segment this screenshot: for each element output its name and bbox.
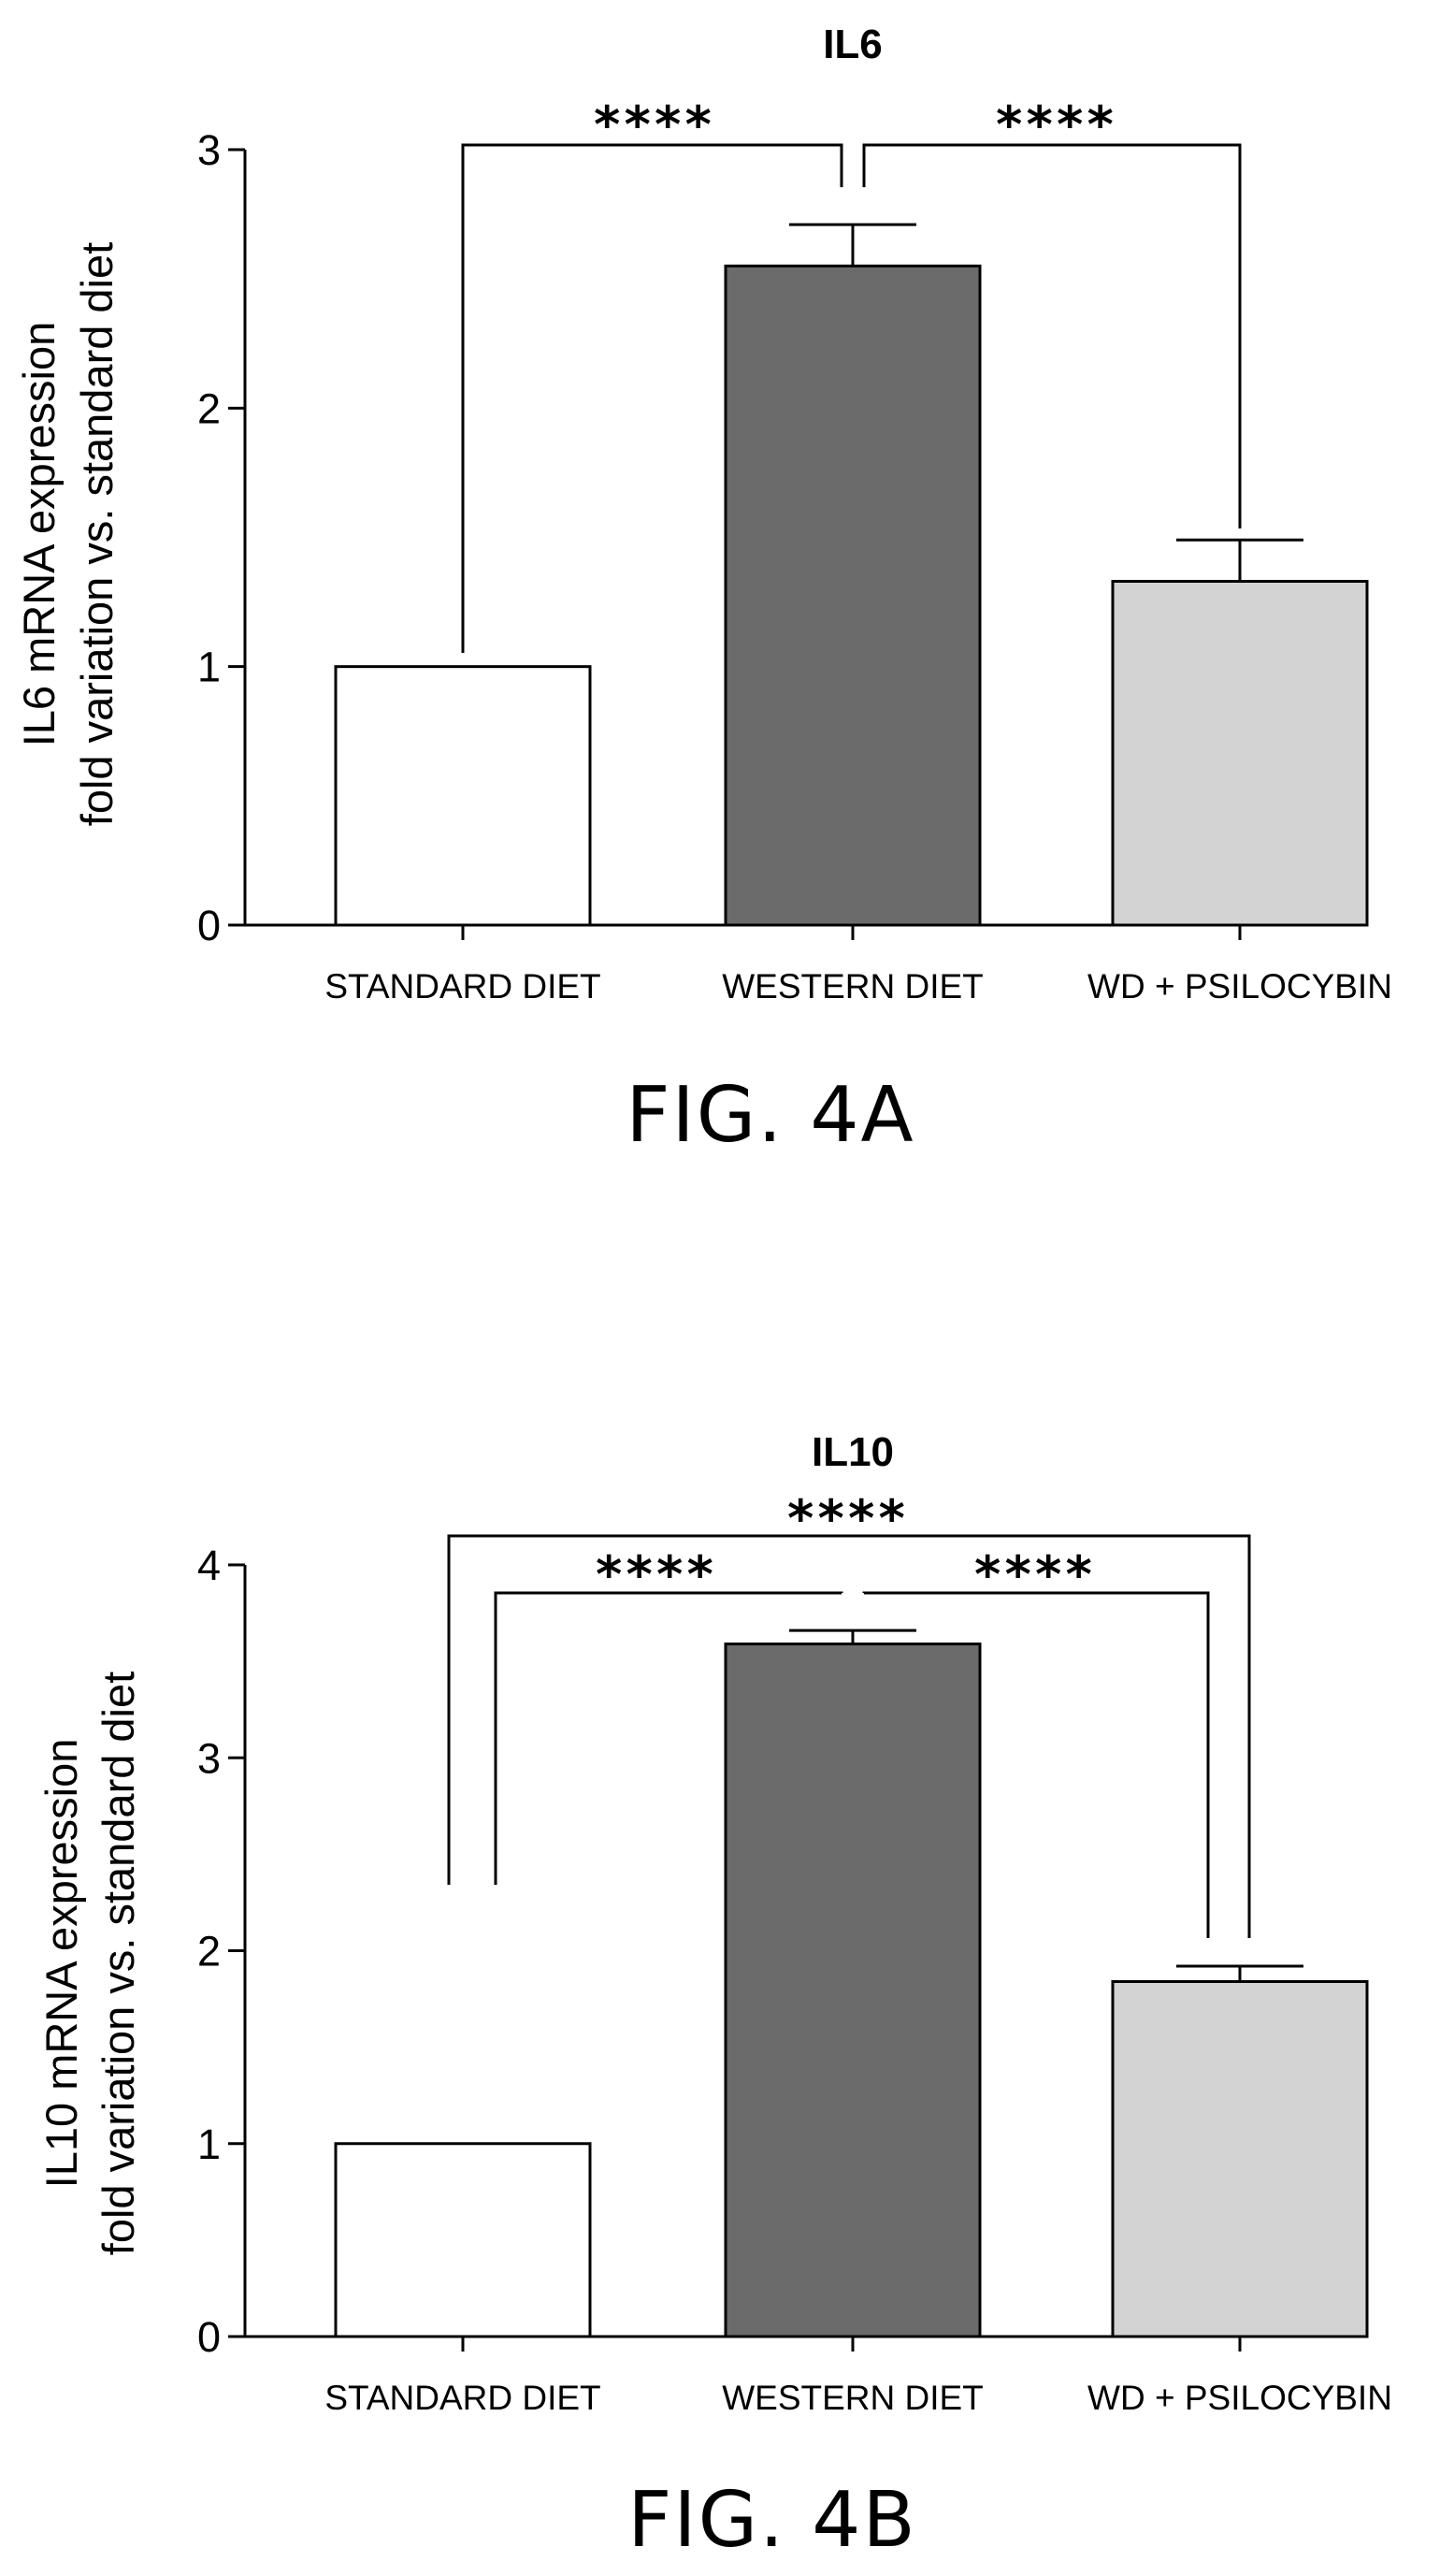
significance-bracket: [447, 1534, 1251, 1938]
chart-title: IL6: [823, 22, 883, 67]
chart-title: IL10: [812, 1429, 894, 1475]
bar: [724, 264, 982, 927]
y-tick-label: 1: [197, 2120, 221, 2168]
y-tick-label: 1: [197, 644, 221, 691]
y-tick-label: 2: [197, 1928, 221, 1975]
y-axis-label-line2: fold variation vs. standard diet: [94, 1672, 143, 2255]
bar: [334, 665, 592, 927]
y-tick-label: 3: [197, 1734, 221, 1782]
figure-label: FIG. 4A: [626, 1071, 914, 1160]
chart-il10: IL10 IL10 mRNA expression fold variation…: [36, 1429, 1392, 2565]
significance-bracket: [494, 1591, 843, 1885]
x-tick-label: WD + PSILOCYBIN: [1087, 2379, 1392, 2417]
y-tick-label: 3: [197, 126, 221, 174]
y-tick-label: 2: [197, 384, 221, 432]
y-tick-label: 0: [197, 902, 221, 949]
y-axis-label-line1: IL6 mRNA expression: [14, 322, 64, 747]
x-tick-label: WESTERN DIET: [722, 2379, 984, 2417]
chart-marks: 0 1 2 3 STANDARD DIET WESTERN DIET WD + PSILOC…: [197, 95, 1392, 1006]
x-tick-label: WESTERN DIET: [722, 967, 984, 1006]
bar: [724, 1643, 982, 2338]
figure-label: FIG. 4B: [627, 2476, 916, 2565]
significance-bracket: [862, 143, 1242, 528]
y-tick-label: 4: [197, 1541, 221, 1589]
chart-marks: 0 1 2 3 4 STANDARD DIET WESTERN DIET WD + PSILO…: [197, 1489, 1392, 2417]
x-tick-label: STANDARD DIET: [324, 2379, 600, 2417]
y-axis-label-line2: fold variation vs. standard diet: [72, 242, 122, 826]
significance-label: ****: [785, 1489, 907, 1548]
significance-label: ****: [592, 95, 713, 154]
x-tick-label: STANDARD DIET: [324, 967, 600, 1006]
significance-label: ****: [594, 1545, 715, 1604]
significance-label: ****: [994, 95, 1116, 154]
bar: [334, 2142, 592, 2338]
y-axis-label-line1: IL10 mRNA expression: [36, 1739, 86, 2189]
chart-il6: IL6 IL6 mRNA expression fold variation v…: [14, 22, 1392, 1160]
x-tick-label: WD + PSILOCYBIN: [1087, 967, 1392, 1006]
bar: [1111, 579, 1369, 927]
significance-bracket: [461, 143, 843, 653]
significance-bracket: [862, 1591, 1210, 1938]
significance-label: ****: [972, 1545, 1094, 1604]
y-tick-label: 0: [197, 2313, 221, 2361]
bar: [1111, 1980, 1369, 2338]
